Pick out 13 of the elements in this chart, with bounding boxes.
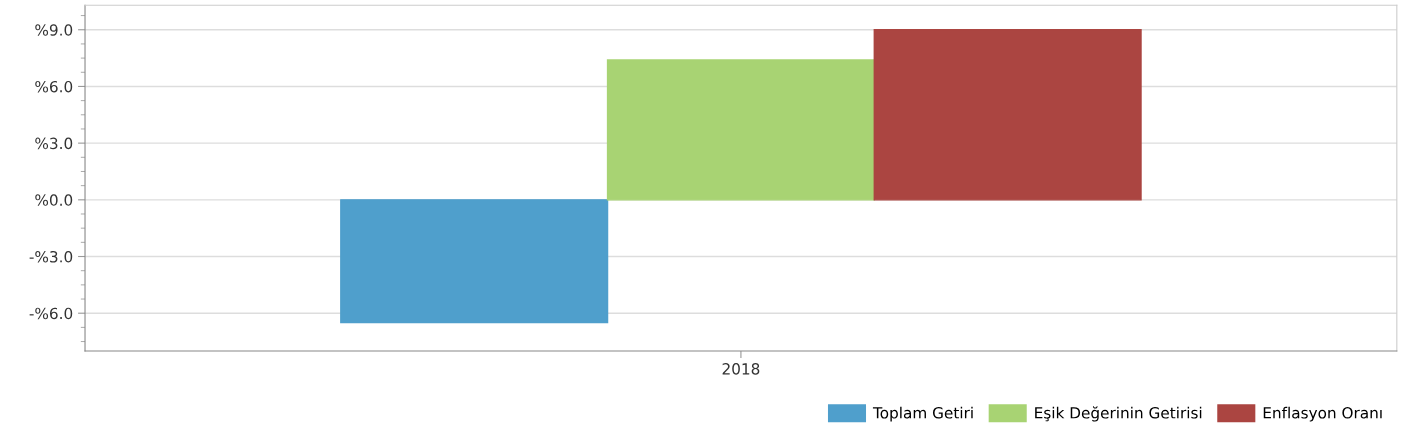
y-tick-label: -%3.0 xyxy=(29,250,73,263)
x-tick-label: 2018 xyxy=(722,363,760,375)
y-tick-label: %3.0 xyxy=(35,137,73,150)
legend-label: Eşik Değerinin Getirisi xyxy=(1035,406,1202,422)
bar xyxy=(340,199,609,324)
y-tick-label: -%6.0 xyxy=(29,307,73,320)
bar xyxy=(606,59,875,201)
legend-label: Enflasyon Oranı xyxy=(1263,406,1382,422)
legend-label: Toplam Getiri xyxy=(872,406,973,422)
y-tick-label: %9.0 xyxy=(35,24,73,36)
bar xyxy=(873,29,1142,201)
y-tick-label: %6.0 xyxy=(35,80,73,93)
y-tick-label: %0.0 xyxy=(35,194,73,206)
